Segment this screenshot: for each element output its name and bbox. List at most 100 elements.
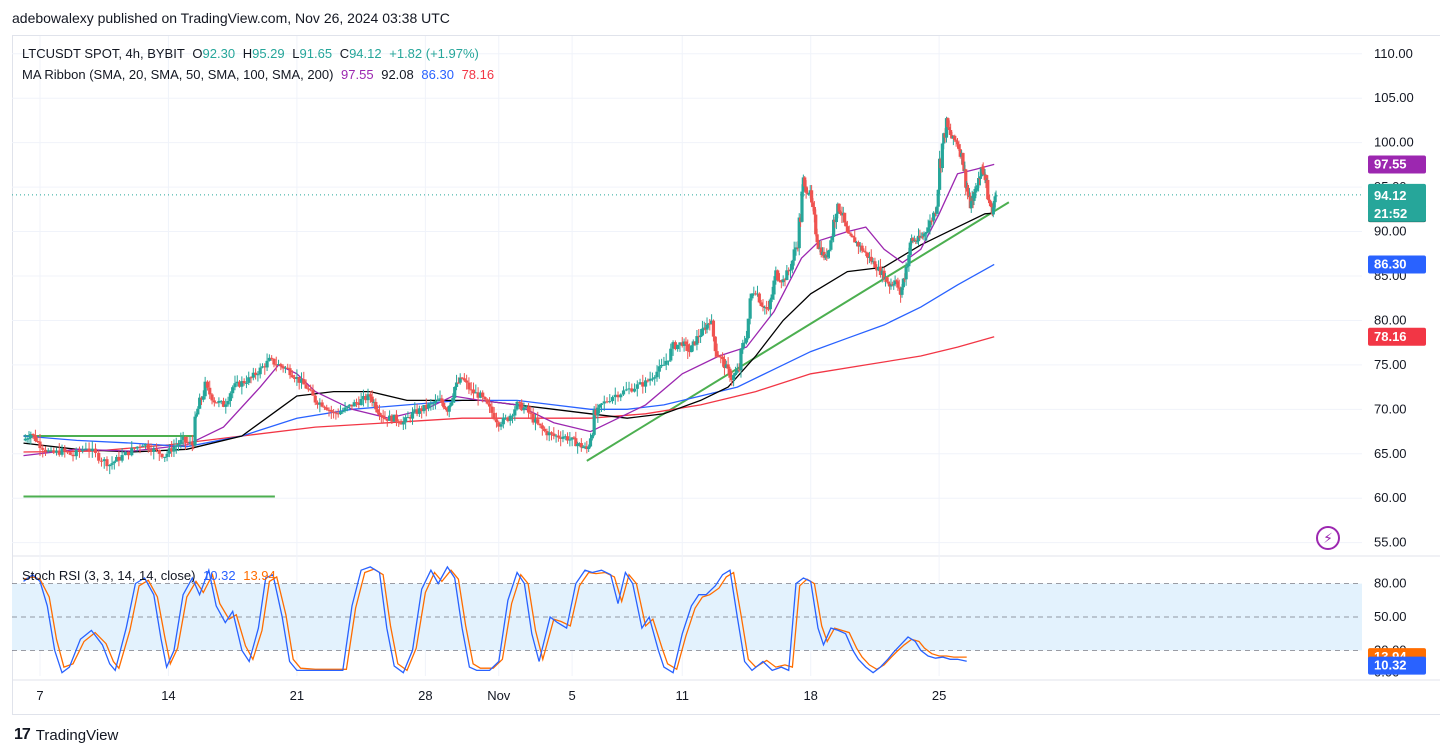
candle-body	[570, 437, 574, 440]
tradingview-brand-text: TradingView	[35, 726, 119, 744]
candle-body	[955, 141, 960, 145]
candle-body	[774, 270, 778, 281]
time-tick-label: Nov	[487, 688, 511, 703]
candle-body	[196, 408, 200, 415]
candle-body	[761, 305, 765, 308]
candle-body	[508, 415, 512, 421]
candle-body	[653, 377, 657, 379]
candle-body	[201, 396, 205, 400]
candle-body	[811, 202, 815, 207]
candle-body	[876, 266, 881, 271]
ma200-line	[23, 336, 995, 453]
candle-body	[311, 390, 315, 396]
candle-body	[980, 167, 984, 169]
candle-body	[97, 452, 101, 461]
candle-body	[254, 372, 258, 375]
candle-body	[372, 401, 376, 403]
candle-body	[194, 414, 199, 417]
candle-body	[68, 452, 72, 455]
symbol-title[interactable]: LTCUSDT SPOT, 4h, BYBIT	[22, 46, 185, 61]
candle-body	[433, 400, 438, 404]
candle-body	[237, 381, 242, 387]
candle-body	[812, 206, 816, 215]
candle-body	[210, 394, 214, 401]
candle-body	[554, 435, 558, 437]
price-tick-label: 55.00	[1374, 535, 1407, 550]
candle-body	[327, 409, 331, 411]
footer-brand[interactable]: 17 TradingView	[14, 726, 118, 744]
candle-body	[577, 443, 582, 445]
candle-body	[526, 406, 531, 413]
candle-body	[315, 402, 320, 405]
time-tick-label: 7	[36, 688, 43, 703]
candle-body	[221, 400, 226, 407]
candle-body	[357, 402, 361, 405]
candle-body	[556, 435, 560, 438]
candle-body	[565, 436, 570, 441]
candle-body	[440, 398, 444, 403]
candle-body	[374, 401, 378, 410]
lightning-icon[interactable]: ⚡	[1316, 526, 1340, 550]
candle-body	[942, 133, 946, 144]
candle-body	[748, 298, 752, 319]
candle-body	[616, 394, 620, 398]
time-tick-label: 18	[803, 688, 817, 703]
candle-body	[460, 377, 464, 379]
candle-body	[619, 394, 623, 398]
candle-body	[587, 446, 591, 450]
candle-body	[741, 343, 745, 350]
ma200-price-tag	[1368, 327, 1426, 346]
candle-body	[240, 381, 244, 387]
candle-body	[242, 381, 246, 384]
candle-body	[961, 152, 965, 166]
candle-body	[579, 443, 583, 448]
candle-body	[361, 396, 366, 400]
ma-ribbon-title[interactable]: MA Ribbon (SMA, 20, SMA, 50, SMA, 100, S…	[22, 67, 334, 82]
candle-body	[581, 447, 585, 449]
change-value: +1.82 (+1.97%)	[389, 46, 479, 61]
candle-body	[449, 402, 453, 406]
candle-body	[988, 199, 992, 204]
candle-body	[889, 284, 893, 287]
candle-body	[108, 464, 112, 467]
ma100-price-tag	[1368, 255, 1426, 274]
candle-body	[686, 344, 690, 352]
time-tick-label: 11	[676, 688, 690, 703]
candle-body	[99, 460, 104, 462]
candle-body	[646, 380, 650, 382]
candle-body	[987, 199, 991, 201]
candle-body	[304, 384, 308, 389]
ma20-line	[23, 163, 995, 457]
candle-body	[354, 402, 359, 404]
candle-body	[445, 408, 449, 412]
candle-body	[713, 336, 717, 352]
candle-body	[543, 428, 547, 432]
candle-body	[680, 342, 684, 346]
tradingview-logo-icon: 17	[14, 726, 31, 743]
low-label: L	[292, 46, 300, 61]
candle-body	[975, 187, 979, 190]
candle-body	[957, 144, 961, 150]
candle-body	[763, 307, 767, 309]
candle-body	[739, 349, 743, 371]
candle-body	[691, 341, 695, 346]
ma20-price-tag-label: 97.55	[1374, 156, 1407, 171]
candle-body	[940, 143, 944, 169]
candle-body	[368, 394, 372, 397]
candle-body	[826, 250, 830, 258]
candle-body	[689, 345, 694, 353]
candle-body	[779, 281, 783, 283]
time-tick-label: 5	[569, 688, 576, 703]
candle-body	[438, 398, 442, 401]
candle-body	[757, 293, 761, 303]
stoch-rsi-title[interactable]: Stoch RSI (3, 3, 14, 14, close)	[22, 568, 196, 583]
candle-body	[443, 407, 448, 409]
candle-body	[431, 403, 435, 405]
trendline	[586, 201, 1010, 462]
candle-body	[908, 242, 912, 256]
candle-body	[992, 202, 996, 208]
candle-body	[81, 449, 85, 452]
candle-body	[152, 448, 156, 452]
ma20-value: 97.55	[341, 67, 374, 82]
